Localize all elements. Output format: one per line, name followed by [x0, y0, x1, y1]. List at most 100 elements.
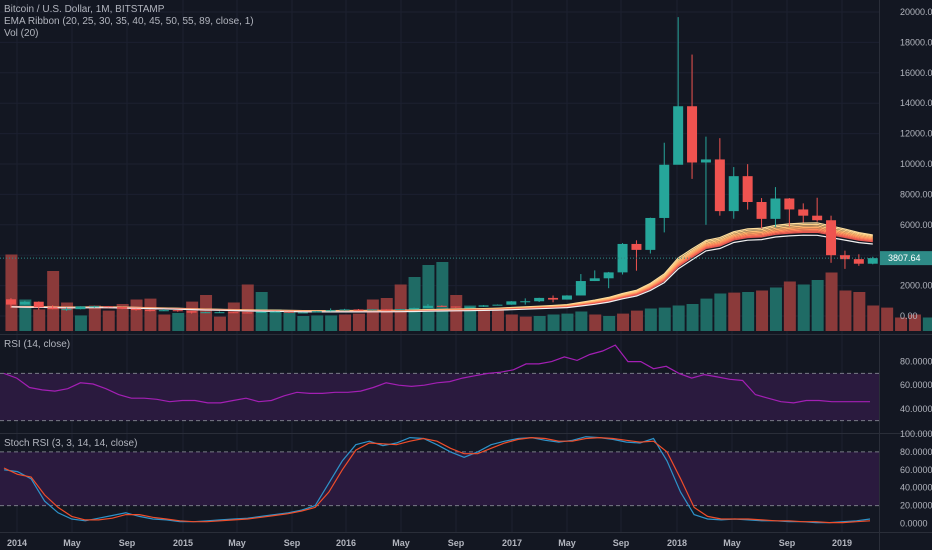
candle-body: [561, 295, 572, 300]
candle-body: [603, 272, 614, 279]
volume-bar: [325, 315, 338, 331]
stoch-tick-label: 80.0000: [900, 447, 932, 457]
volume-bar: [617, 313, 630, 331]
volume-bar: [853, 292, 866, 331]
volume-bar: [630, 310, 643, 331]
time-tick-label: Sep: [779, 538, 796, 548]
volume-bar: [491, 309, 504, 331]
volume-bar: [352, 313, 365, 331]
symbol-title[interactable]: Bitcoin / U.S. Dollar, 1M, BITSTAMP: [4, 4, 165, 15]
volume-bar: [672, 305, 685, 331]
candle-body: [256, 311, 267, 313]
price-tick-label: 6000.00: [900, 220, 932, 230]
volume-bar: [561, 313, 574, 331]
candle-body: [714, 159, 725, 212]
time-tick-label: 2014: [7, 538, 27, 548]
volume-bar: [922, 317, 932, 331]
last-price-label: 3807.64: [888, 253, 921, 263]
price-tick-label: 10000.00: [900, 159, 932, 169]
volume-bar: [658, 307, 671, 331]
volume-bar: [728, 292, 741, 331]
candle-body: [853, 259, 864, 264]
rsi-line: [3, 344, 870, 404]
volume-bar: [33, 309, 46, 331]
volume-bar: [811, 280, 824, 331]
candle-body: [409, 307, 420, 310]
ema-ribbon-legend[interactable]: EMA Ribbon (20, 25, 30, 35, 40, 45, 50, …: [4, 16, 254, 27]
candle-body: [47, 307, 58, 310]
volume-bar: [825, 272, 838, 331]
volume-bar: [116, 304, 129, 331]
candle-body: [325, 310, 336, 312]
volume-bar: [436, 262, 449, 331]
candle-body: [784, 198, 795, 210]
volume-bar: [742, 292, 755, 331]
ema-line-89: [10, 234, 873, 313]
candle-body: [645, 217, 656, 250]
candle-body: [770, 198, 781, 219]
rsi-pane: [0, 344, 879, 422]
volume-bar: [213, 316, 226, 331]
rsi-tick-label: 40.0000: [900, 404, 932, 414]
volume-bar: [144, 298, 157, 331]
candle-body: [839, 255, 850, 260]
stoch-rsi-legend-label[interactable]: Stoch RSI (3, 3, 14, 14, close): [4, 438, 138, 449]
volume-bar: [380, 298, 393, 331]
volume-bar: [519, 316, 532, 331]
rsi-legend: RSI (14, close): [4, 339, 70, 351]
rsi-legend-label[interactable]: RSI (14, close): [4, 339, 71, 350]
candle-body: [756, 202, 767, 219]
time-tick-label: 2016: [336, 538, 356, 548]
candle-body: [5, 299, 16, 305]
candle-body: [617, 243, 628, 273]
candle-body: [548, 297, 559, 300]
volume-bar: [797, 284, 810, 331]
stoch-band: [0, 451, 879, 506]
time-tick-label: May: [228, 538, 246, 548]
candle-body: [534, 297, 545, 302]
candle-body: [520, 301, 531, 303]
candle-body: [339, 309, 350, 311]
candle-body: [812, 215, 823, 221]
time-tick-label: May: [63, 538, 81, 548]
candle-body: [673, 106, 684, 165]
price-tick-label: 18000.00: [900, 37, 932, 47]
stoch-tick-label: 60.0000: [900, 465, 932, 475]
rsi-tick-label: 80.0000: [900, 357, 932, 367]
candle-body: [687, 106, 698, 163]
volume-bar: [686, 304, 699, 331]
volume-legend[interactable]: Vol (20): [4, 28, 39, 39]
candle-body: [798, 209, 809, 216]
candle-body: [283, 311, 294, 313]
time-tick-label: 2017: [502, 538, 522, 548]
time-tick-label: Sep: [448, 538, 465, 548]
time-tick-label: 2015: [173, 538, 193, 548]
candle-body: [700, 159, 711, 163]
candle-body: [867, 258, 878, 264]
candle-body: [395, 309, 406, 311]
volume-bar: [644, 308, 657, 331]
volume-bar: [186, 301, 199, 331]
volume-bar: [895, 317, 908, 331]
volume-bar: [450, 295, 463, 331]
volume-bar: [769, 287, 782, 331]
candle-body: [826, 220, 837, 256]
volume-bar: [47, 271, 60, 331]
volume-bar: [297, 316, 310, 331]
candle-body: [742, 176, 753, 202]
candle-body: [172, 310, 183, 312]
candle-body: [214, 312, 225, 314]
candle-body: [117, 307, 128, 309]
candle-body: [144, 310, 155, 312]
volume-bar: [130, 299, 143, 331]
candle-body: [506, 301, 517, 305]
volume-bar: [547, 314, 560, 331]
stoch-tick-label: 20.0000: [900, 501, 932, 511]
time-tick-label: May: [558, 538, 576, 548]
time-tick-label: May: [723, 538, 741, 548]
volume-bar: [839, 290, 852, 331]
price-tick-label: 16000.00: [900, 68, 932, 78]
volume-bar: [241, 284, 254, 331]
volume-bar: [339, 314, 352, 331]
